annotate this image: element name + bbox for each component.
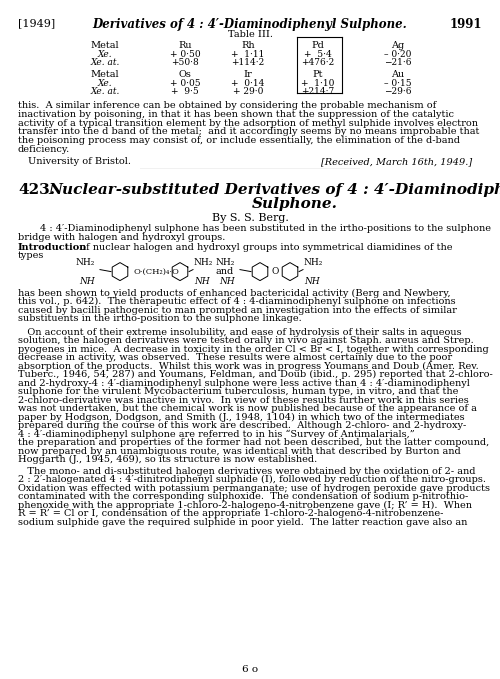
Text: Xe. at.: Xe. at. — [90, 58, 120, 67]
Text: Ir: Ir — [244, 70, 252, 79]
Text: 4 : 4′-Diaminodiphenyl sulphone has been substituted in the ​​irtho-positions to: 4 : 4′-Diaminodiphenyl sulphone has been… — [40, 224, 491, 233]
Text: prepared during the course of this work are described.  Although 2-chloro- and 2: prepared during the course of this work … — [18, 421, 466, 430]
Text: deficiency.: deficiency. — [18, 145, 70, 154]
Text: now prepared by an unambiguous route, was identical with that described by Burto: now prepared by an unambiguous route, wa… — [18, 447, 461, 456]
Text: NH₂: NH₂ — [304, 257, 324, 267]
Text: activity of a typical transition element by the adsorption of methyl sulphide in: activity of a typical transition element… — [18, 119, 478, 128]
Text: decrease in activity, was observed.  These results were almost certainly due to : decrease in activity, was observed. Thes… — [18, 353, 452, 362]
Text: NH: NH — [304, 276, 320, 286]
Text: [Received, March 16th, 1949.]: [Received, March 16th, 1949.] — [321, 157, 472, 166]
Text: types: types — [18, 251, 44, 261]
Text: NH₂: NH₂ — [194, 257, 214, 267]
Text: NH: NH — [219, 276, 235, 286]
Text: caused by bacilli pathogenic to man prompted an investigation into the effects o: caused by bacilli pathogenic to man prom… — [18, 306, 457, 314]
Text: the preparation and properties of the former had not been described, but the lat: the preparation and properties of the fo… — [18, 438, 489, 447]
Text: – 0·15: – 0·15 — [384, 79, 412, 88]
Text: substituents in the ​​irtho-position to the sulphone linkage.: substituents in the ​​irtho-position to … — [18, 314, 302, 323]
Text: NH₂: NH₂ — [76, 257, 95, 267]
Text: NH₂: NH₂ — [216, 257, 235, 267]
Text: contaminated with the corresponding sulphoxide.  The condensation of sodium p-ni: contaminated with the corresponding sulp… — [18, 492, 468, 501]
Text: this.  A similar inference can be obtained by considering the probable mechanism: this. A similar inference can be obtaine… — [18, 101, 436, 110]
Text: this vol., p. 642).  The therapeutic effect of 4 : 4-diaminodiphenyl sulphone on: this vol., p. 642). The therapeutic effe… — [18, 297, 456, 306]
Text: +  1·11: + 1·11 — [232, 50, 264, 59]
Text: Pt: Pt — [313, 70, 323, 79]
Text: −21·6: −21·6 — [384, 58, 412, 67]
Text: +  9·5: + 9·5 — [171, 87, 199, 96]
Text: +50·8: +50·8 — [171, 58, 199, 67]
Text: sodium sulphide gave the required sulphide in poor yield.  The latter reaction g: sodium sulphide gave the required sulphi… — [18, 517, 468, 527]
Text: On account of their extreme insolubility, and ease of hydrolysis of their salts : On account of their extreme insolubility… — [18, 327, 462, 337]
Text: + 0·05: + 0·05 — [170, 79, 200, 88]
Text: Oxidation was effected with potassium permanganate; use of hydrogen peroxide gav: Oxidation was effected with potassium pe… — [18, 483, 490, 492]
Text: Os: Os — [178, 70, 192, 79]
Text: −29·6: −29·6 — [384, 87, 412, 96]
Text: + 0·50: + 0·50 — [170, 50, 200, 59]
Text: and 2-hydroxy-4 : 4′-diaminodiphenyl sulphone were less active than 4 : 4′-diami: and 2-hydroxy-4 : 4′-diaminodiphenyl sul… — [18, 379, 470, 388]
Text: Au: Au — [392, 70, 404, 79]
Text: Introduction: Introduction — [18, 242, 87, 252]
Text: +  1·10: + 1·10 — [302, 79, 334, 88]
Text: transfer into the d band of the metal;  and it accordingly seems by no means imp: transfer into the d band of the metal; a… — [18, 128, 479, 136]
Text: By S. S. Berg.: By S. S. Berg. — [212, 213, 288, 223]
Text: 2-chloro-derivative was inactive in vivo.  In view of these results further work: 2-chloro-derivative was inactive in vivo… — [18, 396, 469, 405]
Text: Xe. at.: Xe. at. — [90, 87, 120, 96]
Text: Tuberc., 1946, 54, 287) and Youmans, Feldman, and Doub (ibid., p. 295) reported : Tuberc., 1946, 54, 287) and Youmans, Fel… — [18, 370, 493, 380]
Text: Sulphone.: Sulphone. — [252, 197, 338, 210]
Text: bridge with halogen and hydroxyl groups.: bridge with halogen and hydroxyl groups. — [18, 233, 226, 242]
Text: +214·7: +214·7 — [302, 87, 334, 96]
Text: solution, the halogen derivatives were tested orally in vivo against Staph. aure: solution, the halogen derivatives were t… — [18, 336, 474, 345]
Text: and: and — [215, 267, 233, 276]
Text: was not undertaken, but the chemical work is now published because of the appear: was not undertaken, but the chemical wor… — [18, 404, 477, 413]
Text: [1949]: [1949] — [18, 18, 55, 28]
Text: Table III.: Table III. — [228, 30, 272, 39]
Text: Metal: Metal — [90, 70, 120, 79]
Text: +  0·14: + 0·14 — [232, 79, 264, 88]
Text: Rh: Rh — [241, 41, 255, 50]
Text: University of Bristol.: University of Bristol. — [28, 157, 131, 166]
Text: of nuclear halogen and hydroxyl groups into symmetrical diamidines of the: of nuclear halogen and hydroxyl groups i… — [77, 242, 452, 252]
Text: + 29·0: + 29·0 — [233, 87, 263, 96]
Text: NH: NH — [79, 276, 95, 286]
Text: +114·2: +114·2 — [232, 58, 264, 67]
Text: Xe.: Xe. — [98, 79, 112, 88]
Text: O·(CH₂)₄·O: O·(CH₂)₄·O — [133, 268, 179, 276]
Text: Ru: Ru — [178, 41, 192, 50]
Text: NH: NH — [194, 276, 210, 286]
Text: Pd: Pd — [312, 41, 324, 50]
Text: sulphone for the virulent Mycobacterium tuberculosis, human type, in vitro, and : sulphone for the virulent Mycobacterium … — [18, 387, 458, 396]
Text: – 0·20: – 0·20 — [384, 50, 411, 59]
Text: 4 : 4′-diaminodiphenyl sulphone are referred to in his “Survey of Antimalarials,: 4 : 4′-diaminodiphenyl sulphone are refe… — [18, 430, 414, 439]
Text: Ag: Ag — [392, 41, 404, 50]
Text: The mono- and di-substituted halogen derivatives were obtained by the oxidation : The mono- and di-substituted halogen der… — [18, 466, 475, 475]
Text: absorption of the products.  Whilst this work was in progress Youmans and Doub (: absorption of the products. Whilst this … — [18, 362, 479, 371]
Text: Derivatives of 4 : 4′-Diaminodiphenyl Sulphone.: Derivatives of 4 : 4′-Diaminodiphenyl Su… — [92, 18, 407, 31]
Text: paper by Hodgson, Dodgson, and Smith (J., 1948, 1104) in which two of the interm: paper by Hodgson, Dodgson, and Smith (J.… — [18, 413, 464, 422]
Text: inactivation by poisoning, in that it has been shown that the suppression of the: inactivation by poisoning, in that it ha… — [18, 110, 454, 119]
Text: Nuclear-substituted Derivatives of 4 : 4′-Diaminodiphenyl: Nuclear-substituted Derivatives of 4 : 4… — [48, 183, 500, 197]
Text: 1991: 1991 — [450, 18, 482, 31]
Text: Hoggarth (J., 1945, 469), so its structure is now established.: Hoggarth (J., 1945, 469), so its structu… — [18, 455, 318, 464]
Text: +476·2: +476·2 — [302, 58, 334, 67]
Text: the poisoning process may consist of, or include essentially, the elimination of: the poisoning process may consist of, or… — [18, 136, 460, 145]
Text: Xe.: Xe. — [98, 50, 112, 59]
Text: R = R’ = Cl or I, condensation of the appropriate 1-chloro-2-halogeno-4-nitroben: R = R’ = Cl or I, condensation of the ap… — [18, 509, 444, 518]
Text: pyogenes in mice.  A decrease in toxicity in the order Cl < Br < I, together wit: pyogenes in mice. A decrease in toxicity… — [18, 345, 489, 354]
Text: has been shown to yield products of enhanced bactericidal activity (Berg and New: has been shown to yield products of enha… — [18, 289, 450, 297]
Text: 423.: 423. — [18, 183, 55, 197]
Text: O: O — [271, 267, 278, 276]
Text: phenoxide with the appropriate 1-chloro-2-halogeno-4-nitrobenzene gave (I; R’ = : phenoxide with the appropriate 1-chloro-… — [18, 500, 472, 510]
Text: 6 o: 6 o — [242, 665, 258, 674]
Text: 2 : 2′-halogenated 4 : 4′-dinitrodiphenyl sulphide (I), followed by reduction of: 2 : 2′-halogenated 4 : 4′-dinitrodipheny… — [18, 475, 486, 484]
Text: +  5·4: + 5·4 — [304, 50, 332, 59]
Text: Metal: Metal — [90, 41, 120, 50]
